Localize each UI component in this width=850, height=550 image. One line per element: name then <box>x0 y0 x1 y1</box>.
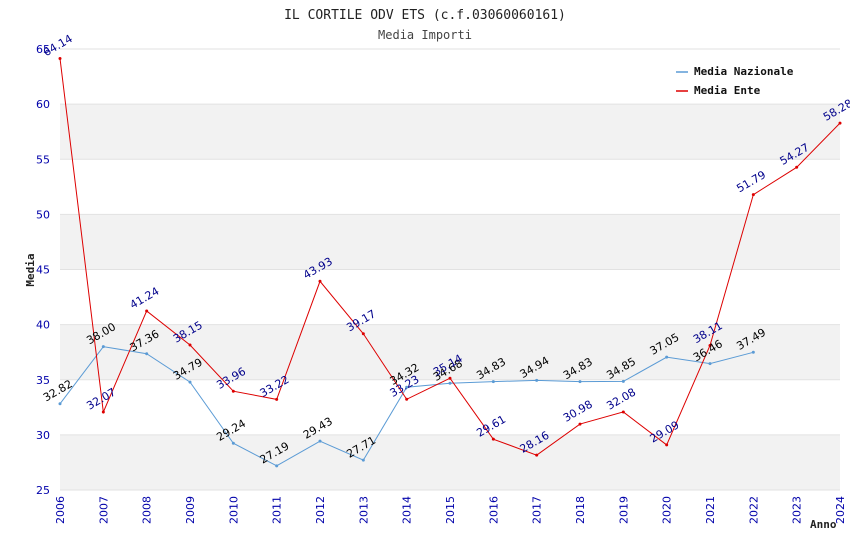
data-point <box>361 458 365 462</box>
chart-title: IL CORTILE ODV ETS (c.f.03060060161) <box>284 8 566 23</box>
data-point <box>188 380 192 384</box>
data-point <box>751 193 755 197</box>
x-tick-label: 2013 <box>357 496 370 524</box>
chart-subtitle: Media Importi <box>378 28 472 42</box>
data-point <box>751 350 755 354</box>
legend-label-media-nazionale: Media Nazionale <box>694 65 794 78</box>
x-tick-label: 2019 <box>617 496 630 524</box>
data-point <box>448 381 452 385</box>
data-point <box>318 439 322 443</box>
grid-band <box>60 214 840 270</box>
x-tick-label: 2023 <box>791 496 804 524</box>
y-tick-label: 45 <box>36 264 50 277</box>
data-point <box>318 279 322 283</box>
grid-band <box>60 379 840 435</box>
grid-bands <box>60 49 840 490</box>
x-tick-label: 2016 <box>487 496 500 524</box>
data-point <box>405 385 409 389</box>
y-axis-ticks: 25 30 35 40 45 50 55 60 65 <box>36 43 50 497</box>
data-point <box>491 380 495 384</box>
y-tick-label: 60 <box>36 98 50 111</box>
y-tick-label: 40 <box>36 319 50 332</box>
data-point <box>665 355 669 359</box>
data-point <box>58 56 62 60</box>
data-point <box>535 453 539 457</box>
x-axis-label: Anno <box>810 518 837 531</box>
x-tick-label: 2024 <box>834 496 847 524</box>
grid-lines <box>60 48 840 491</box>
x-tick-label: 2008 <box>141 496 154 524</box>
legend: Media Nazionale Media Ente <box>669 59 810 102</box>
data-point <box>188 343 192 347</box>
data-point <box>838 121 842 125</box>
grid-band <box>60 159 840 215</box>
x-axis-ticks: 2006 2007 2008 2009 2010 2011 2012 2013 2014 2015… <box>54 496 847 524</box>
y-tick-label: 50 <box>36 208 50 221</box>
data-point <box>101 410 105 414</box>
y-tick-label: 65 <box>36 43 50 56</box>
x-tick-label: 2011 <box>271 496 284 524</box>
x-tick-label: 2014 <box>401 496 414 524</box>
data-point <box>231 441 235 445</box>
x-tick-label: 2021 <box>704 496 717 524</box>
data-point <box>101 345 105 349</box>
x-tick-label: 2010 <box>227 496 240 524</box>
x-tick-label: 2012 <box>314 496 327 524</box>
legend-box <box>669 59 810 102</box>
data-point <box>491 437 495 441</box>
data-point <box>145 309 149 313</box>
grid-band <box>60 434 840 490</box>
data-point <box>621 379 625 383</box>
data-point <box>58 402 62 406</box>
data-point <box>405 397 409 401</box>
data-point <box>708 362 712 366</box>
data-point <box>448 376 452 380</box>
data-point <box>795 165 799 169</box>
x-tick-label: 2017 <box>531 496 544 524</box>
x-tick-label: 2009 <box>184 496 197 524</box>
x-tick-label: 2022 <box>747 496 760 524</box>
y-tick-label: 30 <box>36 429 50 442</box>
grid-band <box>60 324 840 380</box>
data-point <box>275 397 279 401</box>
data-point <box>578 422 582 426</box>
x-tick-label: 2006 <box>54 496 67 524</box>
y-tick-label: 35 <box>36 374 50 387</box>
data-point <box>708 343 712 347</box>
data-point <box>145 352 149 356</box>
x-tick-label: 2015 <box>444 496 457 524</box>
data-point <box>231 389 235 393</box>
data-point <box>578 380 582 384</box>
data-point <box>535 378 539 382</box>
x-tick-label: 2018 <box>574 496 587 524</box>
x-tick-label: 2020 <box>661 496 674 524</box>
series-group <box>58 56 842 468</box>
y-axis-label: Media <box>24 253 37 286</box>
x-tick-label: 2007 <box>97 496 110 524</box>
data-point <box>665 443 669 447</box>
y-tick-label: 55 <box>36 153 50 166</box>
data-point <box>275 464 279 468</box>
grid-band <box>60 269 840 325</box>
grid-band <box>60 104 840 160</box>
legend-label-media-ente: Media Ente <box>694 84 761 97</box>
data-point <box>361 332 365 336</box>
y-tick-label: 25 <box>36 484 50 497</box>
data-point <box>621 410 625 414</box>
